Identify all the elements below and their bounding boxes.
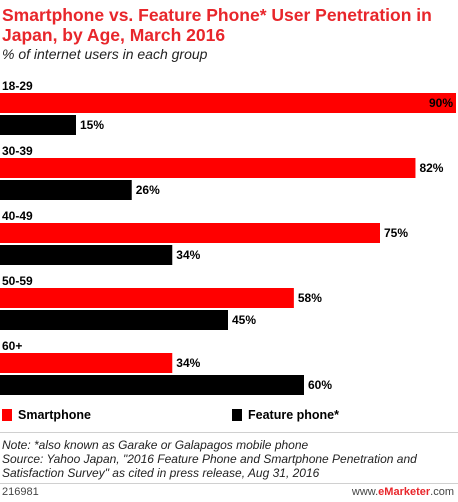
bar-feature-phone-30-39 (0, 180, 132, 200)
bar-feature-phone-50-59 (0, 310, 228, 330)
legend-item-smartphone: Smartphone (2, 408, 91, 422)
legend-label-feature-phone: Feature phone* (248, 408, 339, 422)
brand-suffix: .com (430, 486, 454, 498)
bar-smartphone-50-59 (0, 288, 294, 308)
legend-item-feature-phone: Feature phone* (232, 408, 339, 422)
value-label-smartphone-30-39: 82% (419, 161, 443, 175)
bar-feature-phone-40-49 (0, 245, 173, 265)
source-text: Source: Yahoo Japan, "2016 Feature Phone… (2, 452, 417, 480)
legend-swatch-feature-phone (232, 409, 242, 421)
brand-name: eMarketer (378, 486, 431, 498)
category-label-60+: 60+ (2, 339, 22, 353)
bar-feature-phone-18-29 (0, 115, 76, 135)
value-label-feature-phone-40-49: 34% (176, 248, 200, 262)
chart-notes: Note: *also known as Garake or Galapagos… (2, 438, 456, 480)
category-label-40-49: 40-49 (2, 209, 33, 223)
value-label-smartphone-60+: 34% (176, 356, 200, 370)
bar-smartphone-18-29 (0, 93, 456, 113)
chart-subtitle: % of internet users in each group (2, 46, 208, 62)
bar-smartphone-60+ (0, 353, 173, 373)
brand-prefix: www. (351, 486, 379, 498)
value-label-feature-phone-50-59: 45% (232, 313, 256, 327)
value-label-feature-phone-30-39: 26% (136, 183, 160, 197)
value-label-smartphone-40-49: 75% (384, 226, 408, 240)
note-text: Note: *also known as Garake or Galapagos… (2, 438, 309, 452)
chart-id: 216981 (2, 486, 39, 498)
value-label-smartphone-50-59: 58% (298, 291, 322, 305)
divider-bottom (0, 483, 458, 484)
value-label-smartphone-18-29: 90% (429, 96, 453, 110)
chart-title: Smartphone vs. Feature Phone* User Penet… (2, 5, 432, 45)
category-label-30-39: 30-39 (2, 144, 33, 158)
category-label-50-59: 50-59 (2, 274, 33, 288)
bar-smartphone-40-49 (0, 223, 380, 243)
legend-label-smartphone: Smartphone (18, 408, 91, 422)
category-label-18-29: 18-29 (2, 79, 33, 93)
value-label-feature-phone-18-29: 15% (80, 118, 104, 132)
bar-smartphone-30-39 (0, 158, 416, 178)
bar-feature-phone-60+ (0, 375, 304, 395)
bar-chart: 18-29 90% 15% 30-39 82% 26% 40-49 75% 34% 50-59 58… (0, 79, 456, 395)
divider-top (0, 432, 458, 433)
value-label-feature-phone-60+: 60% (308, 378, 332, 392)
legend-swatch-smartphone (2, 409, 12, 421)
brand-credit: www.eMarketer.com (352, 486, 454, 498)
